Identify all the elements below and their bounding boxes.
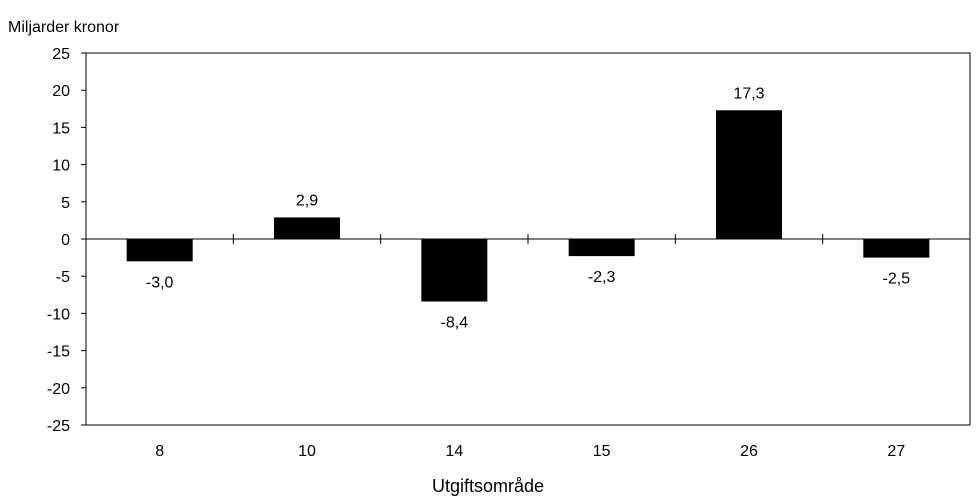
- y-tick-label: 10: [52, 158, 70, 175]
- y-tick-label: -5: [56, 269, 70, 286]
- y-axis-label: Miljarder kronor: [8, 19, 120, 36]
- y-tick-label: 25: [52, 46, 70, 63]
- x-tick-label: 14: [445, 443, 463, 460]
- bar-10: [274, 217, 340, 239]
- x-axis: 8 10 14 15 26 27: [155, 443, 905, 460]
- data-labels: -3,0 2,9 -8,4 -2,3 17,3 -2,5: [146, 85, 910, 331]
- data-label: -3,0: [146, 274, 174, 291]
- x-tick-label: 10: [298, 443, 316, 460]
- y-tick-label: 5: [61, 195, 70, 212]
- y-axis: 25 20 15 10 5 0 -5 -10 -15 -20 -25: [47, 46, 86, 435]
- y-tick-label: -20: [47, 381, 70, 398]
- data-label: -2,3: [588, 269, 616, 286]
- y-tick-label: -10: [47, 306, 70, 323]
- bar-15: [568, 239, 635, 257]
- bar-series: [126, 110, 930, 302]
- data-label: -2,5: [883, 271, 911, 288]
- data-label: 2,9: [296, 192, 318, 209]
- bar-26: [716, 110, 782, 240]
- data-label: 17,3: [733, 85, 764, 102]
- data-label: -8,4: [441, 314, 469, 331]
- bar-27: [863, 239, 930, 258]
- y-tick-label: 15: [52, 120, 70, 137]
- bar-8: [126, 239, 193, 262]
- bar-14: [421, 239, 488, 302]
- zero-axis: [86, 234, 970, 244]
- x-axis-label: Utgiftsområde: [432, 476, 544, 496]
- y-tick-label: -25: [47, 418, 70, 435]
- x-tick-label: 8: [155, 443, 164, 460]
- y-tick-label: -15: [47, 344, 70, 361]
- x-tick-label: 26: [740, 443, 758, 460]
- x-tick-label: 27: [887, 443, 905, 460]
- x-tick-label: 15: [593, 443, 611, 460]
- y-tick-label: 20: [52, 83, 70, 100]
- y-tick-label: 0: [61, 232, 70, 249]
